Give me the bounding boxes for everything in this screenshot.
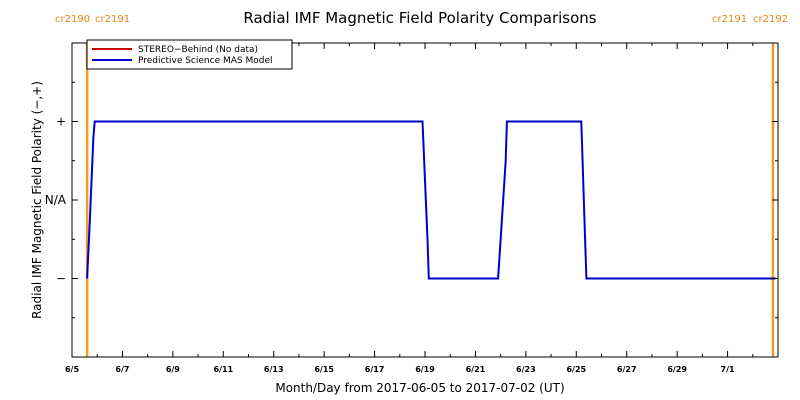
x-tick-label: 6/15 (314, 365, 334, 374)
x-tick-label: 6/13 (264, 365, 284, 374)
x-tick-label: 6/25 (566, 365, 586, 374)
x-axis-label: Month/Day from 2017-06-05 to 2017-07-02 … (275, 381, 564, 395)
x-tick-label: 6/7 (115, 365, 129, 374)
y-tick-label: N/A (45, 193, 67, 207)
x-tick-label: 6/9 (166, 365, 180, 374)
legend-label: Predictive Science MAS Model (138, 56, 273, 66)
x-tick-label: 7/1 (721, 365, 735, 374)
chart-title: Radial IMF Magnetic Field Polarity Compa… (243, 9, 596, 27)
carrington-label-left-2: cr2191 (95, 14, 130, 25)
carrington-label-right-2: cr2192 (753, 14, 788, 25)
legend-box (86, 39, 293, 70)
x-tick-label: 6/11 (213, 365, 233, 374)
x-tick-label: 6/29 (667, 365, 687, 374)
y-axis-label: Radial IMF Magnetic Field Polarity (−,+) (30, 81, 44, 319)
carrington-label-right-1: cr2191 (712, 14, 747, 25)
carrington-label-left-1: cr2190 (55, 14, 90, 25)
x-tick-label: 6/19 (415, 365, 435, 374)
legend-label: STEREO−Behind (No data) (138, 45, 258, 55)
y-tick-label: − (56, 272, 66, 286)
x-tick-label: 6/23 (516, 365, 536, 374)
y-tick-label: + (56, 115, 66, 129)
legend: STEREO−Behind (No data)Predictive Scienc… (86, 39, 293, 70)
x-tick-label: 6/5 (65, 365, 79, 374)
x-tick-label: 6/27 (617, 365, 637, 374)
x-tick-label: 6/17 (365, 365, 385, 374)
x-tick-label: 6/21 (466, 365, 486, 374)
series-line (86, 120, 776, 280)
